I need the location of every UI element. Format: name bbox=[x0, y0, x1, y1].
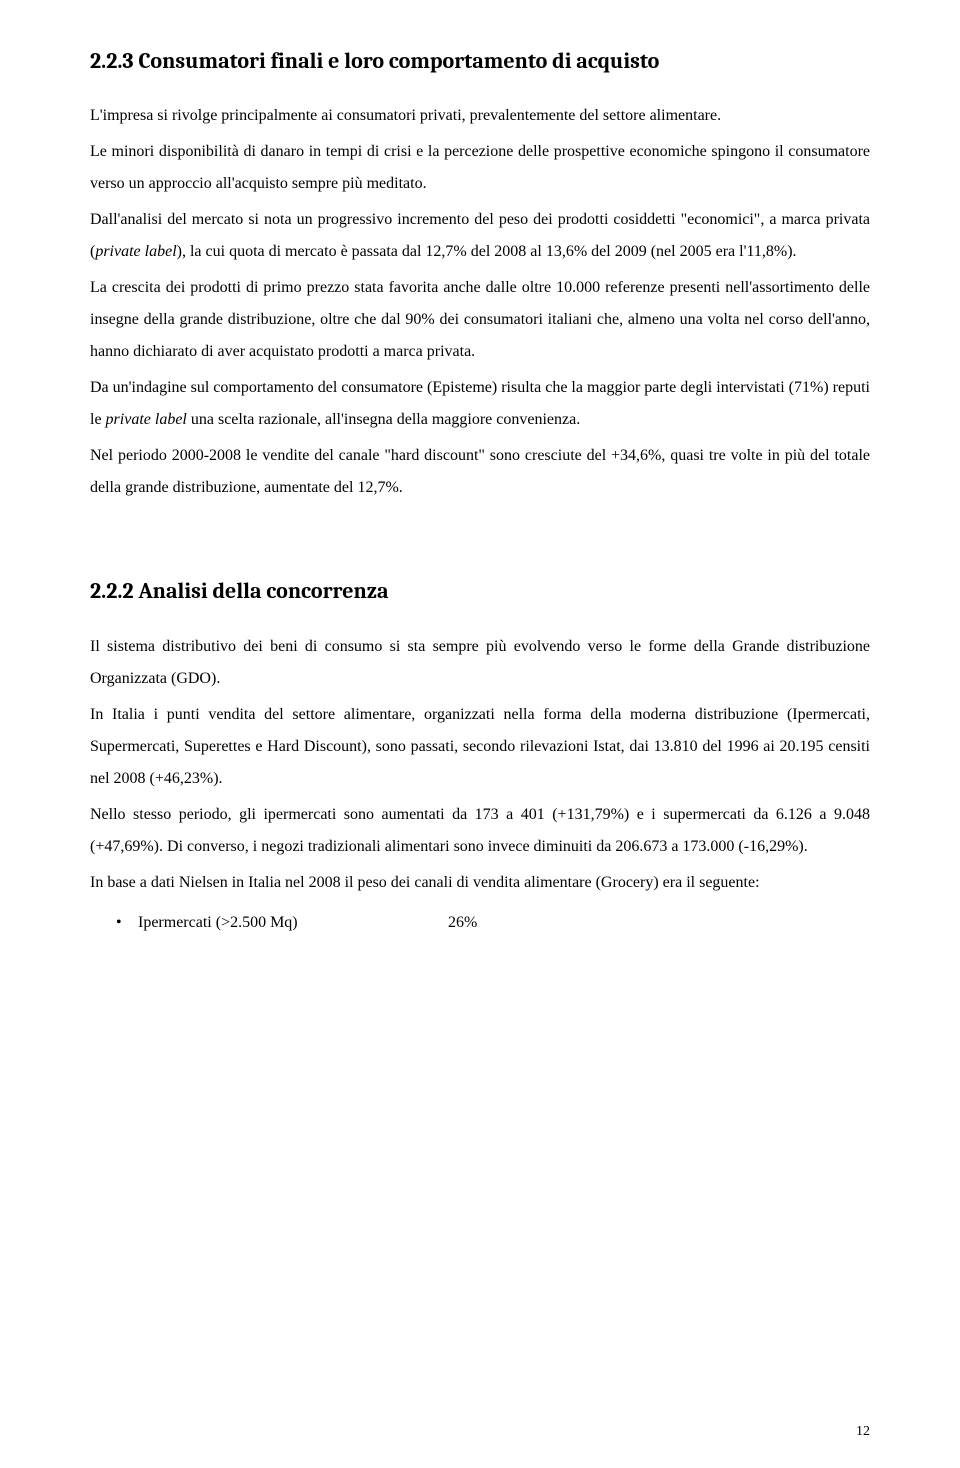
page: 2.2.3 Consumatori finali e loro comporta… bbox=[0, 0, 960, 1468]
para: Nello stesso periodo, gli ipermercati so… bbox=[90, 799, 870, 863]
para: Nel periodo 2000-2008 le vendite del can… bbox=[90, 440, 870, 504]
para: L'impresa si rivolge principalmente ai c… bbox=[90, 100, 870, 132]
spacer bbox=[90, 508, 870, 578]
heading-consumatori: 2.2.3 Consumatori finali e loro comporta… bbox=[90, 48, 870, 74]
text: ), la cui quota di mercato è passata dal… bbox=[177, 243, 797, 260]
para: In base a dati Nielsen in Italia nel 200… bbox=[90, 867, 870, 899]
para: Il sistema distributivo dei beni di cons… bbox=[90, 631, 870, 695]
para: In Italia i punti vendita del settore al… bbox=[90, 699, 870, 795]
list-item: Ipermercati (>2.500 Mq) 26% bbox=[138, 907, 870, 939]
italic-term: private label bbox=[106, 411, 187, 428]
bullet-label: Ipermercati (>2.500 Mq) bbox=[138, 907, 448, 939]
para: Le minori disponibilità di danaro in tem… bbox=[90, 136, 870, 200]
para: Da un'indagine sul comportamento del con… bbox=[90, 372, 870, 436]
bullet-list: Ipermercati (>2.500 Mq) 26% bbox=[90, 907, 870, 939]
text: una scelta razionale, all'insegna della … bbox=[187, 411, 580, 428]
page-number: 12 bbox=[856, 1424, 870, 1440]
heading-concorrenza: 2.2.2 Analisi della concorrenza bbox=[90, 578, 870, 604]
italic-term: private label bbox=[95, 243, 176, 260]
para: La crescita dei prodotti di primo prezzo… bbox=[90, 272, 870, 368]
para: Dall'analisi del mercato si nota un prog… bbox=[90, 204, 870, 268]
bullet-value: 26% bbox=[448, 907, 477, 939]
